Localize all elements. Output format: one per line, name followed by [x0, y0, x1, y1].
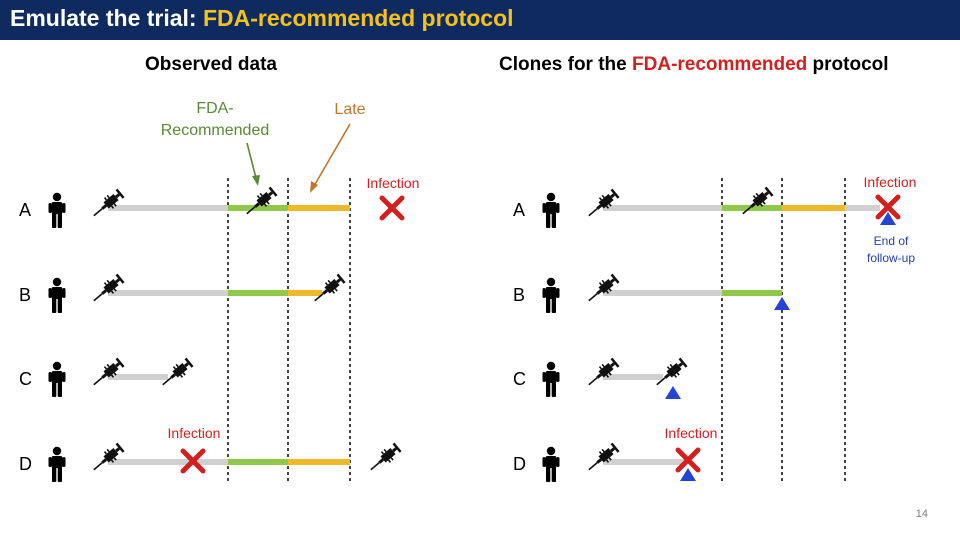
left-row-d: D Infection — [19, 425, 404, 482]
baseline-bar — [108, 205, 228, 211]
infection-label: Infection — [864, 174, 917, 190]
person-icon — [48, 277, 66, 313]
row-label: C — [19, 369, 32, 389]
syringe-icon — [88, 355, 127, 391]
slide-title: Emulate the trial: FDA-recommended proto… — [10, 5, 514, 32]
syringe-icon — [309, 271, 348, 307]
end-of-follow-up-marker — [774, 297, 790, 310]
right-title-suffix: protocol — [807, 54, 889, 75]
fda-recommended-bar — [722, 290, 782, 296]
left-row-b: B — [19, 271, 348, 313]
syringe-icon — [737, 184, 776, 220]
row-label: B — [19, 285, 31, 305]
row-label: B — [513, 285, 525, 305]
fda-recommended-bar — [228, 290, 288, 296]
baseline-bar — [108, 374, 168, 380]
late-bar — [288, 205, 350, 211]
person-icon — [48, 192, 66, 228]
row-label: A — [19, 200, 31, 220]
fda-annotation-arrowhead — [252, 175, 260, 186]
baseline-bar — [108, 459, 228, 465]
person-icon — [542, 192, 560, 228]
infection-x-icon — [382, 198, 402, 218]
fda-annotation-line1: FDA- — [196, 100, 233, 117]
person-icon — [48, 446, 66, 482]
fda-recommended-bar — [228, 459, 288, 465]
syringe-icon — [583, 271, 622, 307]
row-label: C — [513, 369, 526, 389]
person-icon — [48, 361, 66, 397]
syringe-icon — [88, 186, 127, 222]
slide-title-highlight: FDA-recommended protocol — [202, 5, 514, 31]
fda-annotation-line2: Recommended — [161, 122, 270, 139]
syringe-icon — [583, 440, 622, 476]
syringe-icon — [583, 355, 622, 391]
syringe-icon — [88, 440, 127, 476]
syringe-icon — [88, 271, 127, 307]
syringe-icon — [241, 184, 280, 220]
person-icon — [542, 277, 560, 313]
infection-label: Infection — [168, 425, 221, 441]
late-bar — [782, 205, 845, 211]
fda-recommended-bar — [228, 205, 288, 211]
left-row-a: A Infection — [19, 175, 419, 228]
late-annotation: Late — [334, 101, 365, 118]
left-row-c: C — [19, 355, 196, 397]
baseline-bar — [603, 459, 685, 465]
syringe-icon — [651, 355, 690, 391]
person-icon — [542, 361, 560, 397]
infection-label: Infection — [367, 175, 420, 191]
fda-annotation-arrow — [246, 142, 257, 179]
right-row-b: B — [513, 271, 790, 313]
baseline-bar — [603, 290, 722, 296]
row-label: D — [513, 454, 526, 474]
left-panel-title: Observed data — [145, 54, 277, 75]
right-row-d: D Infection — [513, 425, 717, 482]
person-icon — [542, 446, 560, 482]
right-title-prefix: Clones for the — [499, 54, 633, 75]
right-row-c: C — [513, 355, 690, 399]
left-panel: FDA- Recommended Late A Infection B — [19, 100, 419, 482]
late-annotation-arrowhead — [310, 181, 318, 193]
slide-number: 14 — [915, 508, 928, 520]
baseline-bar — [108, 290, 228, 296]
fda-recommended-bar — [722, 205, 782, 211]
right-panel-title: Clones for the FDA-recommended protocol — [499, 54, 889, 76]
infection-label: Infection — [665, 425, 718, 441]
end-of-follow-up-marker — [665, 386, 681, 399]
right-title-highlight: FDA-recommended — [632, 54, 808, 75]
late-bar — [288, 290, 322, 296]
end-of-follow-up-line2: follow-up — [867, 251, 915, 265]
end-of-follow-up-line1: End of — [874, 234, 909, 248]
syringe-icon — [365, 440, 404, 476]
baseline-bar — [603, 205, 722, 211]
late-annotation-arrow — [313, 123, 351, 187]
right-row-a: A Infection End of follow-up — [513, 174, 916, 265]
baseline-bar — [603, 374, 663, 380]
right-panel: A Infection End of follow-up B C — [513, 174, 916, 482]
syringe-icon — [157, 355, 196, 391]
row-label: D — [19, 454, 32, 474]
title-bar: Emulate the trial: FDA-recommended proto… — [0, 0, 960, 40]
baseline-bar — [845, 205, 880, 211]
late-bar — [288, 459, 350, 465]
slide-title-prefix: Emulate the trial: — [10, 5, 203, 31]
row-label: A — [513, 200, 525, 220]
syringe-icon — [583, 186, 622, 222]
end-of-follow-up-marker — [680, 468, 696, 481]
